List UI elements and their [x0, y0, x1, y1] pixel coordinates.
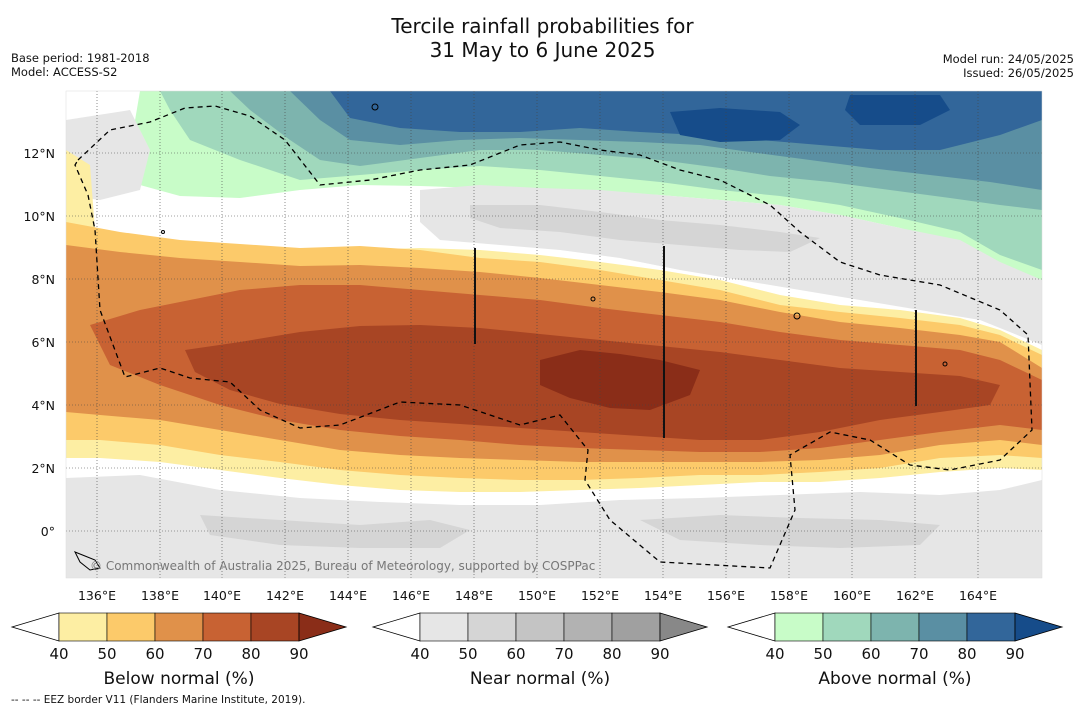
lon-label-160e: 160°E	[833, 588, 871, 603]
near-normal-colorbar-tick: 90	[650, 645, 669, 663]
lat-label-0: 0°	[41, 524, 55, 539]
below-normal-colorbar-segment	[250, 612, 300, 642]
below-normal-90-region	[540, 350, 700, 410]
island-outlines	[73, 103, 948, 571]
above-normal-90-region-2	[845, 95, 950, 125]
above-normal-colorbar-segment	[822, 612, 872, 642]
below-normal-colorbar-min-extension	[10, 612, 60, 642]
model-run-date: Model run: 24/05/2025	[942, 52, 1074, 66]
above-normal-colorbar-segment	[774, 612, 824, 642]
lat-label-4n: 4°N	[31, 398, 55, 413]
above-normal-colorbar: 40 50 60 70 80 90 Above normal (%)	[726, 612, 1064, 689]
near-normal-colorbar-tick: 80	[602, 645, 621, 663]
near-normal-colorbar-tick: 60	[506, 645, 525, 663]
near-normal-colorbar-tick: 50	[458, 645, 477, 663]
lat-label-10n: 10°N	[23, 209, 55, 224]
near-normal-50-south	[200, 515, 470, 548]
above-normal-colorbar-tick: 50	[813, 645, 832, 663]
lon-label-138e: 138°E	[141, 588, 179, 603]
lon-label-140e: 140°E	[203, 588, 241, 603]
above-normal-90-region	[670, 108, 800, 142]
below-normal-colorbar-segment	[154, 612, 204, 642]
above-normal-colorbar-min-extension	[726, 612, 776, 642]
below-normal-colorbar-segment	[202, 612, 252, 642]
near-normal-colorbar: 40 50 60 70 80 90 Near normal (%)	[371, 612, 709, 689]
near-normal-50-band	[470, 205, 820, 252]
below-normal-colorbar-tick: 90	[289, 645, 308, 663]
below-normal-colorbar-segment	[58, 612, 108, 642]
near-normal-colorbar-tick: 40	[410, 645, 429, 663]
near-normal-colorbar-max-extension	[659, 612, 709, 642]
lat-label-8n: 8°N	[31, 272, 55, 287]
eez-border	[74, 105, 1033, 569]
near-normal-colorbar-segment	[419, 612, 469, 642]
eez-border-note: -- -- -- EEZ border V11 (Flanders Marine…	[11, 694, 306, 706]
lon-label-156e: 156°E	[707, 588, 745, 603]
below-normal-colorbar-max-extension	[298, 612, 348, 642]
below-normal-colorbar-tick: 40	[49, 645, 68, 663]
lat-label-12n: 12°N	[23, 146, 55, 161]
above-normal-colorbar-max-extension	[1014, 612, 1064, 642]
lon-label-150e: 150°E	[518, 588, 556, 603]
below-normal-colorbar: 40 50 60 70 80 90 Below normal (%)	[10, 612, 348, 689]
longitude-labels: 136°E 138°E 140°E 142°E 144°E 146°E 148°…	[78, 588, 997, 603]
above-normal-colorbar-tick: 90	[1005, 645, 1024, 663]
lon-label-136e: 136°E	[78, 588, 116, 603]
title-line-1: Tercile rainfall probabilities for	[391, 14, 694, 38]
above-normal-colorbar-label: Above normal (%)	[818, 669, 971, 689]
above-normal-colorbar-segment	[918, 612, 968, 642]
lon-label-146e: 146°E	[392, 588, 430, 603]
near-normal-50-south-2	[640, 515, 940, 548]
near-normal-colorbar-segment	[515, 612, 565, 642]
above-normal-colorbar-segment	[966, 612, 1016, 642]
near-normal-colorbar-label: Near normal (%)	[470, 669, 610, 689]
lon-label-152e: 152°E	[581, 588, 619, 603]
base-period: Base period: 1981-2018	[11, 51, 150, 65]
meta-left: Base period: 1981-2018 Model: ACCESS-S2	[11, 51, 150, 79]
above-normal-colorbar-tick: 80	[957, 645, 976, 663]
lon-label-162e: 162°E	[896, 588, 934, 603]
latitude-labels: 12°N 10°N 8°N 6°N 4°N 2°N 0°	[23, 146, 55, 539]
lat-label-6n: 6°N	[31, 335, 55, 350]
issued-date: Issued: 26/05/2025	[963, 66, 1074, 80]
map-plot-area	[66, 91, 1042, 578]
meta-right: Model run: 24/05/2025 Issued: 26/05/2025	[943, 52, 1074, 80]
above-normal-colorbar-tick: 70	[909, 645, 928, 663]
copyright-text: © Commonwealth of Australia 2025, Bureau…	[90, 559, 595, 573]
below-normal-colorbar-tick: 80	[241, 645, 260, 663]
lon-label-154e: 154°E	[644, 588, 682, 603]
near-normal-colorbar-segment	[467, 612, 517, 642]
near-normal-colorbar-segment	[611, 612, 661, 642]
below-normal-colorbar-tick: 70	[193, 645, 212, 663]
near-normal-colorbar-segment	[563, 612, 613, 642]
below-normal-colorbar-tick: 50	[97, 645, 116, 663]
near-normal-colorbar-min-extension	[371, 612, 421, 642]
below-normal-colorbar-segment	[106, 612, 156, 642]
above-normal-colorbar-tick: 40	[765, 645, 784, 663]
lon-label-164e: 164°E	[959, 588, 997, 603]
map-frame	[65, 90, 1043, 579]
model-name: Model: ACCESS-S2	[11, 65, 118, 79]
above-normal-colorbar-segment	[870, 612, 920, 642]
near-normal-colorbar-tick: 70	[554, 645, 573, 663]
lon-label-142e: 142°E	[266, 588, 304, 603]
lat-label-2n: 2°N	[31, 461, 55, 476]
colorbar-legends: 40 50 60 70 80 90 Below normal (%) 40 50 60 70 80 90…	[10, 612, 1064, 689]
lon-label-148e: 148°E	[455, 588, 493, 603]
map-gridlines	[66, 91, 1042, 578]
below-normal-colorbar-label: Below normal (%)	[104, 669, 255, 689]
lon-label-158e: 158°E	[770, 588, 808, 603]
title-line-2: 31 May to 6 June 2025	[429, 38, 656, 62]
below-normal-colorbar-tick: 60	[145, 645, 164, 663]
above-normal-colorbar-tick: 60	[861, 645, 880, 663]
near-normal-40-south	[66, 475, 1042, 578]
map-title: Tercile rainfall probabilities for 31 Ma…	[0, 14, 1085, 62]
lon-label-144e: 144°E	[329, 588, 367, 603]
